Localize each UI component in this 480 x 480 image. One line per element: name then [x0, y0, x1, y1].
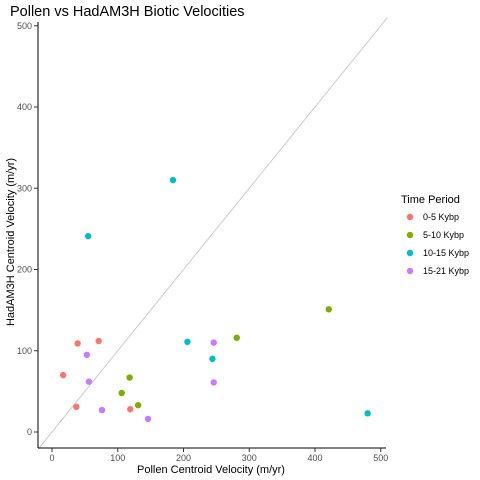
legend-key-0 [406, 213, 414, 221]
data-point-2 [184, 338, 191, 346]
data-point-3 [85, 378, 93, 385]
plot-area: 0 100 200 300 400 500 0 100 200 300 400 500 [17, 17, 388, 463]
legend-label-2: 10-15 Kybp [423, 248, 469, 258]
legend-label-3: 15-21 Kybp [423, 266, 469, 276]
legend-label-0: 0-5 Kybp [423, 212, 459, 222]
data-point-3 [210, 379, 217, 386]
legend-key-1 [406, 231, 414, 239]
data-point-2 [84, 232, 92, 240]
x-tick-label: 100 [110, 453, 125, 463]
data-point-1 [134, 401, 142, 409]
y-tick-label: 100 [17, 346, 32, 356]
y-tick-label: 400 [17, 102, 32, 112]
data-point-2 [364, 410, 371, 417]
data-point-3 [98, 406, 106, 414]
chart-title: Pollen vs HadAM3H Biotic Velocities [10, 4, 245, 20]
data-point-0 [59, 371, 67, 379]
reference-line [38, 17, 388, 449]
y-axis-title: HadAM3H Centroid Velocity (m/yr) [5, 158, 17, 326]
data-point-1 [118, 389, 125, 397]
y-tick-label: 300 [17, 183, 32, 193]
x-axis-title: Pollen Centroid Velocity (m/yr) [137, 464, 285, 476]
data-point-3 [83, 351, 91, 359]
data-point-0 [127, 406, 134, 413]
x-tick-label: 0 [49, 453, 54, 463]
y-tick-label: 200 [17, 265, 32, 275]
data-point-1 [126, 374, 133, 381]
data-point-3 [144, 415, 152, 423]
x-tick-label: 500 [373, 453, 388, 463]
y-tick-label: 500 [17, 21, 32, 31]
x-tick-label: 200 [176, 453, 191, 463]
data-point-0 [74, 340, 81, 347]
data-point-1 [325, 306, 333, 313]
data-point-2 [209, 355, 216, 363]
legend-key-2 [406, 249, 414, 257]
y-tick-label: 0 [27, 427, 32, 437]
data-point-3 [210, 339, 217, 346]
legend-title: Time Period [401, 194, 460, 206]
x-tick-label: 300 [242, 453, 257, 463]
data-point-1 [233, 334, 240, 341]
x-tick-label: 400 [307, 453, 322, 463]
legend-label-1: 5-10 Kybp [423, 230, 464, 240]
data-point-0 [73, 403, 80, 411]
data-point-2 [169, 176, 177, 184]
legend-key-3 [406, 267, 414, 275]
legend: Time Period 0-5 Kybp 5-10 Kybp 10-15 Kybp 1… [401, 194, 469, 276]
data-point-0 [95, 337, 102, 345]
